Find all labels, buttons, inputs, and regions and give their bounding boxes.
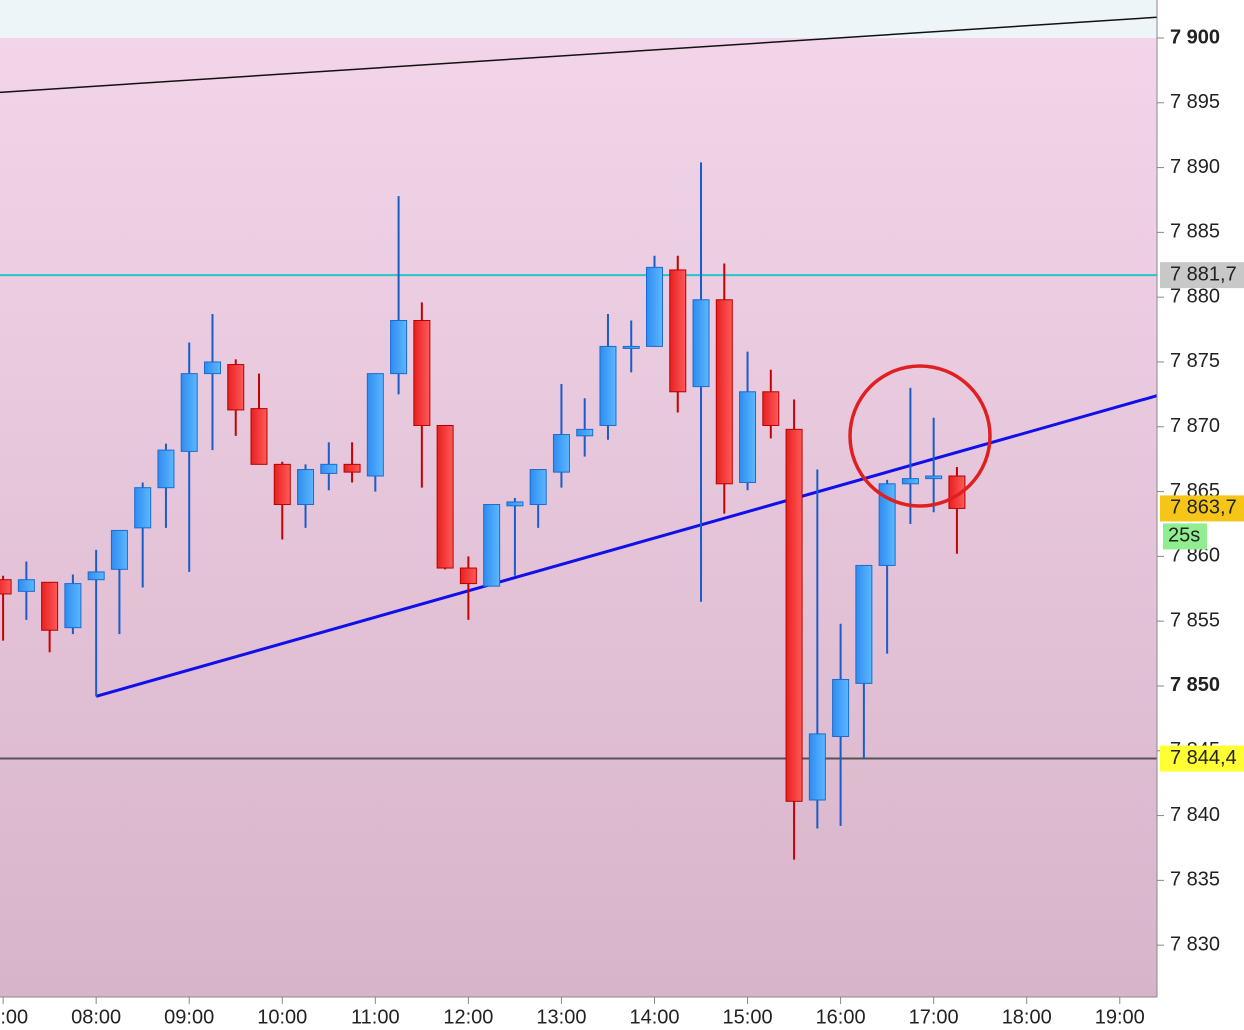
candle-body bbox=[645, 266, 663, 347]
candle-body bbox=[180, 373, 198, 452]
candle-body bbox=[878, 483, 896, 566]
candle-body bbox=[413, 319, 431, 426]
y-tick-label: 7 900 bbox=[1170, 26, 1220, 48]
candle-body bbox=[925, 475, 943, 480]
candle-body bbox=[785, 428, 803, 802]
x-tick-label: 14:00 bbox=[629, 1006, 679, 1028]
candle-body bbox=[390, 319, 408, 375]
x-tick-label: 10:00 bbox=[257, 1006, 307, 1028]
candle-body bbox=[134, 487, 152, 529]
candle-body bbox=[832, 678, 850, 738]
price-badge bbox=[1160, 745, 1244, 772]
y-tick-label: 7 850 bbox=[1170, 674, 1220, 696]
candle-body bbox=[529, 469, 547, 506]
candle-body bbox=[483, 504, 501, 587]
candle-body bbox=[715, 299, 733, 485]
price-badge bbox=[1160, 495, 1244, 522]
candle-body bbox=[739, 391, 757, 483]
candle-body bbox=[157, 449, 175, 489]
x-tick-label: 09:00 bbox=[164, 1006, 214, 1028]
candle-body bbox=[41, 581, 59, 631]
candle-body bbox=[297, 469, 315, 506]
price-badge-label: 7 863,7 bbox=[1170, 497, 1237, 519]
candle-body bbox=[669, 269, 687, 393]
x-tick-label: 15:00 bbox=[723, 1006, 773, 1028]
y-tick-label: 7 870 bbox=[1170, 415, 1220, 437]
x-tick-label: 12:00 bbox=[443, 1006, 493, 1028]
x-tick-label: 13:00 bbox=[536, 1006, 586, 1028]
y-tick-label: 7 830 bbox=[1170, 933, 1220, 955]
candle-body bbox=[459, 567, 477, 585]
candle-body bbox=[366, 373, 384, 477]
candle-body bbox=[250, 408, 268, 465]
candle-body bbox=[576, 428, 594, 437]
candle-body bbox=[808, 733, 826, 801]
y-tick-label: 7 880 bbox=[1170, 285, 1220, 307]
candle-body bbox=[17, 579, 35, 592]
candle-body bbox=[901, 478, 919, 485]
candle-body bbox=[227, 364, 245, 411]
plot-background bbox=[0, 38, 1157, 997]
x-tick-label: 19:00 bbox=[1095, 1006, 1145, 1028]
x-tick-label: 08:00 bbox=[71, 1006, 121, 1028]
plot-area bbox=[0, 16, 1157, 860]
candle-body bbox=[273, 463, 291, 506]
price-badge bbox=[1160, 262, 1244, 289]
y-tick-label: 7 895 bbox=[1170, 91, 1220, 113]
y-tick-label: 7 875 bbox=[1170, 350, 1220, 372]
candle-body bbox=[343, 463, 361, 473]
price-badge-label: 7 881,7 bbox=[1170, 263, 1237, 285]
y-tick-label: 7 890 bbox=[1170, 156, 1220, 178]
candle-body bbox=[948, 475, 966, 509]
y-tick-label: 7 835 bbox=[1170, 869, 1220, 891]
countdown-label: 25s bbox=[1168, 525, 1200, 547]
candle-body bbox=[436, 424, 454, 569]
y-tick-label: 7 855 bbox=[1170, 609, 1220, 631]
candle-body bbox=[552, 434, 570, 473]
candle-body bbox=[692, 299, 710, 388]
candle-body bbox=[320, 463, 338, 474]
price-badge-label: 7 844,4 bbox=[1170, 747, 1237, 769]
annotation-circle bbox=[848, 364, 992, 508]
candle-body bbox=[110, 529, 128, 570]
x-tick-label: 11:00 bbox=[351, 1006, 400, 1028]
trendline bbox=[95, 394, 1157, 698]
candle-body bbox=[622, 345, 640, 349]
x-tick-label: 16:00 bbox=[816, 1006, 866, 1028]
candle-body bbox=[64, 583, 82, 629]
candle-body bbox=[762, 391, 780, 426]
candle-body bbox=[0, 579, 12, 595]
trendline bbox=[0, 16, 1157, 94]
x-tick-label: 07:00 bbox=[0, 1006, 28, 1028]
x-tick-label: 18:00 bbox=[1002, 1006, 1052, 1028]
candle-body bbox=[599, 345, 617, 426]
candle-body bbox=[203, 361, 221, 375]
x-tick-label: 17:00 bbox=[909, 1006, 959, 1028]
y-tick-label: 7 840 bbox=[1170, 804, 1220, 826]
countdown-badge bbox=[1163, 523, 1207, 550]
y-tick-label: 7 860 bbox=[1170, 545, 1220, 567]
candle-body bbox=[506, 501, 524, 507]
candle-body bbox=[87, 571, 105, 581]
candle-body bbox=[855, 564, 873, 684]
y-tick-label: 7 885 bbox=[1170, 221, 1220, 243]
